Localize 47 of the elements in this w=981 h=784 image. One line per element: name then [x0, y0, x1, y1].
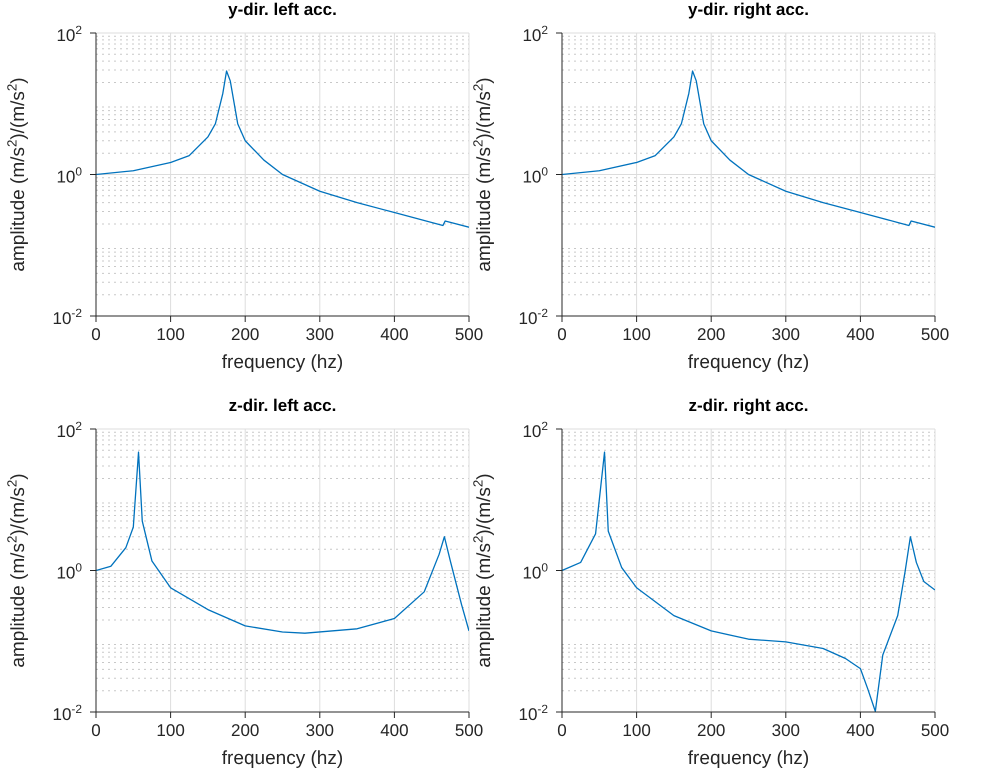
x-tick-label: 200 [697, 325, 726, 344]
x-tick-label: 500 [454, 325, 484, 344]
x-tick-label: 0 [557, 721, 567, 740]
x-tick-label: 400 [380, 721, 409, 740]
line-series [96, 70, 469, 228]
x-tick-label: 100 [156, 325, 185, 344]
y-tick-label: 10$^{2}$ [56, 23, 82, 45]
x-tick-label: 500 [454, 721, 484, 740]
y-tick-label: 10$^{-2}$ [518, 306, 548, 328]
x-tick-label: 400 [846, 721, 875, 740]
y-tick-label: 10$^{0}$ [522, 560, 548, 582]
y-tick-label: 10$^{2}$ [56, 419, 82, 441]
y-tick-label: 10$^{2}$ [522, 419, 548, 441]
x-tick-label: 100 [622, 325, 651, 344]
y-tick-label: 10$^{0}$ [56, 560, 82, 582]
chart-title: y-dir. right acc. [687, 0, 810, 20]
x-tick-label: 100 [622, 721, 651, 740]
x-axis-title: frequency (hz) [688, 748, 810, 769]
chart-title: z-dir. left acc. [228, 396, 338, 416]
x-tick-label: 300 [772, 721, 800, 740]
y-tick-label: 10$^{-2}$ [52, 702, 82, 724]
x-tick-label: 0 [91, 325, 101, 344]
x-tick-label: 200 [697, 721, 726, 740]
x-tick-label: 200 [231, 325, 260, 344]
y-tick-label: 10$^{0}$ [56, 164, 82, 186]
x-tick-label: 400 [846, 325, 875, 344]
x-tick-label: 300 [306, 721, 334, 740]
y-tick-label: 10$^{-2}$ [518, 702, 548, 724]
x-tick-label: 300 [306, 325, 334, 344]
x-axis-title: frequency (hz) [688, 352, 810, 373]
x-axis-title: frequency (hz) [222, 748, 344, 769]
x-tick-label: 200 [231, 721, 260, 740]
y-tick-label: 10$^{2}$ [522, 23, 548, 45]
x-tick-label: 100 [156, 721, 185, 740]
y-tick-label: 10$^{0}$ [522, 164, 548, 186]
x-tick-label: 0 [91, 721, 101, 740]
x-tick-label: 300 [772, 325, 800, 344]
x-tick-label: 500 [920, 325, 950, 344]
line-series [562, 70, 935, 228]
x-axis-title: frequency (hz) [222, 352, 344, 373]
chart-title: z-dir. right acc. [688, 396, 810, 416]
x-tick-label: 400 [380, 325, 409, 344]
chart-title: y-dir. left acc. [227, 0, 338, 20]
x-tick-label: 0 [557, 325, 567, 344]
y-tick-label: 10$^{-2}$ [52, 306, 82, 328]
x-tick-label: 500 [920, 721, 950, 740]
line-series [96, 452, 469, 634]
